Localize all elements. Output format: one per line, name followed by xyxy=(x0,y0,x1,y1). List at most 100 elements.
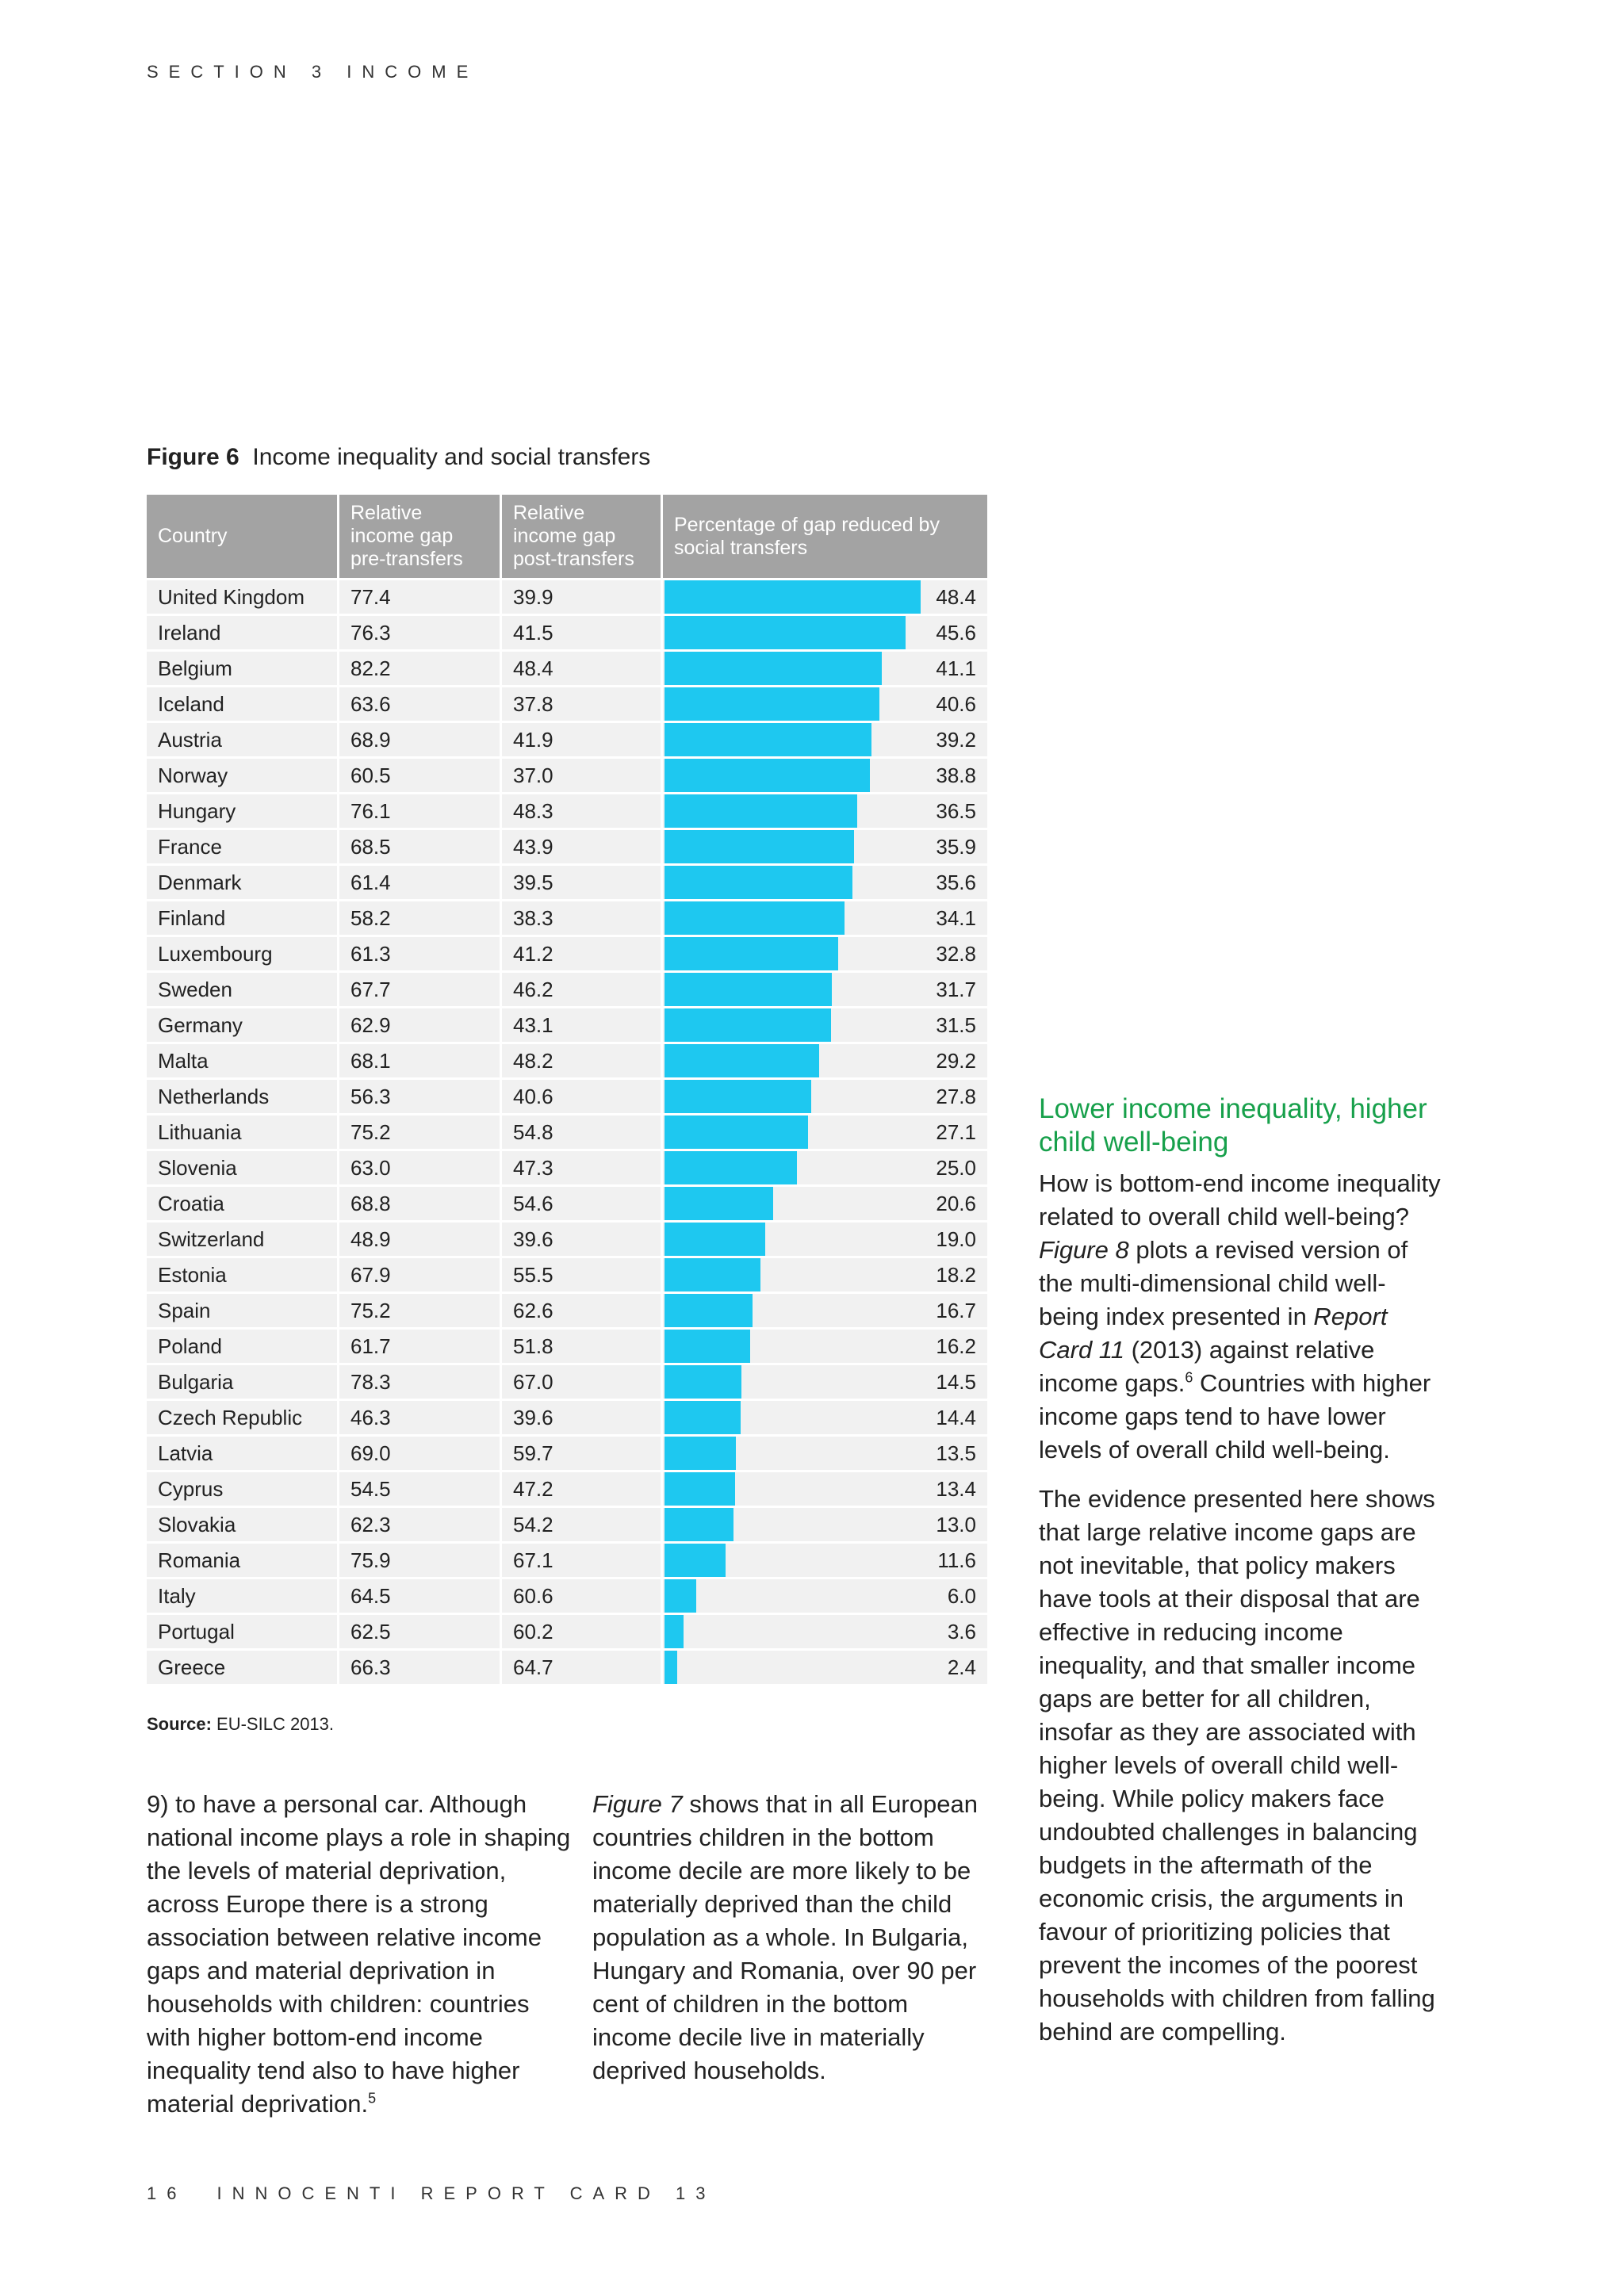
bar-value: 25.0 xyxy=(936,1155,976,1180)
pre-cell: 64.5 xyxy=(339,1579,502,1613)
pre-cell: 68.1 xyxy=(339,1044,502,1077)
paragraph: 9) to have a personal car. Although nati… xyxy=(147,1790,571,2118)
post-cell: 54.6 xyxy=(502,1187,663,1220)
source-text: EU-SILC 2013. xyxy=(216,1714,335,1734)
bar xyxy=(665,1187,774,1220)
country-cell: Bulgaria xyxy=(147,1365,339,1399)
bar-value: 34.1 xyxy=(936,905,976,930)
gap-cell: 41.1 xyxy=(663,652,987,685)
country-cell: Norway xyxy=(147,759,339,792)
country-cell: Sweden xyxy=(147,973,339,1006)
table-row: Spain 75.2 62.6 16.7 xyxy=(147,1292,987,1327)
bar xyxy=(665,1579,697,1613)
gap-cell: 20.6 xyxy=(663,1187,987,1220)
gap-cell: 35.6 xyxy=(663,866,987,899)
country-cell: Netherlands xyxy=(147,1080,339,1113)
bar-value: 32.8 xyxy=(936,941,976,966)
country-cell: Ireland xyxy=(147,616,339,649)
gap-cell: 11.6 xyxy=(663,1544,987,1577)
country-cell: Lithuania xyxy=(147,1115,339,1149)
bar xyxy=(665,1330,751,1363)
post-cell: 41.2 xyxy=(502,937,663,970)
pre-cell: 68.5 xyxy=(339,830,502,863)
footer: 16 INNOCENTI REPORT CARD 13 xyxy=(147,2183,716,2204)
table-row: Malta 68.1 48.2 29.2 xyxy=(147,1042,987,1077)
bar-value: 18.2 xyxy=(936,1262,976,1287)
bar-value: 38.8 xyxy=(936,763,976,787)
post-cell: 64.7 xyxy=(502,1651,663,1684)
bar-value: 31.5 xyxy=(936,1012,976,1037)
post-cell: 54.2 xyxy=(502,1508,663,1541)
post-cell: 60.2 xyxy=(502,1615,663,1648)
table-row: Netherlands 56.3 40.6 27.8 xyxy=(147,1077,987,1113)
column-header: Relative income gap pre-transfers xyxy=(339,495,502,578)
bar-value: 16.7 xyxy=(936,1298,976,1322)
country-cell: Denmark xyxy=(147,866,339,899)
table-row: Latvia 69.0 59.7 13.5 xyxy=(147,1434,987,1470)
gap-cell: 18.2 xyxy=(663,1258,987,1292)
pre-cell: 68.8 xyxy=(339,1187,502,1220)
paragraph: How is bottom-end income inequality rela… xyxy=(1039,1167,1443,1467)
pre-cell: 63.6 xyxy=(339,687,502,721)
body-column: Figure 7 shows that in all European coun… xyxy=(592,1788,993,2087)
bar xyxy=(665,973,833,1006)
post-cell: 47.3 xyxy=(502,1151,663,1184)
bar xyxy=(665,1258,761,1292)
gap-cell: 40.6 xyxy=(663,687,987,721)
gap-cell: 32.8 xyxy=(663,937,987,970)
pre-cell: 75.2 xyxy=(339,1294,502,1327)
bar-value: 13.5 xyxy=(936,1441,976,1465)
section-header: SECTION 3 INCOME xyxy=(147,62,479,82)
table-row: Hungary 76.1 48.3 36.5 xyxy=(147,792,987,828)
publication-ref: Report Card 11 xyxy=(1039,1303,1388,1364)
section-heading: Lower income inequality, higher child we… xyxy=(1039,1093,1427,1158)
pre-cell: 56.3 xyxy=(339,1080,502,1113)
country-cell: Belgium xyxy=(147,652,339,685)
pre-cell: 67.7 xyxy=(339,973,502,1006)
country-cell: Estonia xyxy=(147,1258,339,1292)
bar xyxy=(665,1401,741,1434)
bar-value: 27.8 xyxy=(936,1084,976,1108)
table-row: Switzerland 48.9 39.6 19.0 xyxy=(147,1220,987,1256)
bar xyxy=(665,1115,808,1149)
table-row: Croatia 68.8 54.6 20.6 xyxy=(147,1184,987,1220)
table-row: Germany 62.9 43.1 31.5 xyxy=(147,1006,987,1042)
paragraph: The evidence presented here shows that l… xyxy=(1039,1485,1435,2045)
bar xyxy=(665,1008,832,1042)
table-row: Bulgaria 78.3 67.0 14.5 xyxy=(147,1363,987,1399)
table-row: Romania 75.9 67.1 11.6 xyxy=(147,1541,987,1577)
column-header: Relative income gap post-transfers xyxy=(502,495,663,578)
post-cell: 51.8 xyxy=(502,1330,663,1363)
bar xyxy=(665,1437,737,1470)
column-header: Country xyxy=(147,495,339,578)
bar xyxy=(665,1294,753,1327)
country-cell: Slovakia xyxy=(147,1508,339,1541)
country-cell: Italy xyxy=(147,1579,339,1613)
pre-cell: 82.2 xyxy=(339,652,502,685)
pre-cell: 77.4 xyxy=(339,580,502,614)
table-row: Italy 64.5 60.6 6.0 xyxy=(147,1577,987,1613)
post-cell: 47.2 xyxy=(502,1472,663,1506)
country-cell: Luxembourg xyxy=(147,937,339,970)
bar xyxy=(665,1615,684,1648)
gap-cell: 3.6 xyxy=(663,1615,987,1648)
bar-value: 16.2 xyxy=(936,1334,976,1358)
table-row: France 68.5 43.9 35.9 xyxy=(147,828,987,863)
column-header: Percentage of gap reduced by social tran… xyxy=(674,513,940,559)
bar xyxy=(665,759,870,792)
pre-cell: 66.3 xyxy=(339,1651,502,1684)
post-cell: 48.3 xyxy=(502,794,663,828)
pre-cell: 62.5 xyxy=(339,1615,502,1648)
pre-cell: 61.7 xyxy=(339,1330,502,1363)
pre-cell: 63.0 xyxy=(339,1151,502,1184)
bar-value: 36.5 xyxy=(936,798,976,823)
table-row: Greece 66.3 64.7 2.4 xyxy=(147,1648,987,1684)
post-cell: 40.6 xyxy=(502,1080,663,1113)
figure-title: Figure 6 Income inequality and social tr… xyxy=(147,444,650,471)
gap-cell: 27.8 xyxy=(663,1080,987,1113)
bar-value: 14.4 xyxy=(936,1405,976,1429)
table-row: Lithuania 75.2 54.8 27.1 xyxy=(147,1113,987,1149)
table-row: Slovenia 63.0 47.3 25.0 xyxy=(147,1149,987,1184)
figure-ref: Figure 8 xyxy=(1039,1236,1129,1264)
bar-value: 19.0 xyxy=(936,1226,976,1251)
